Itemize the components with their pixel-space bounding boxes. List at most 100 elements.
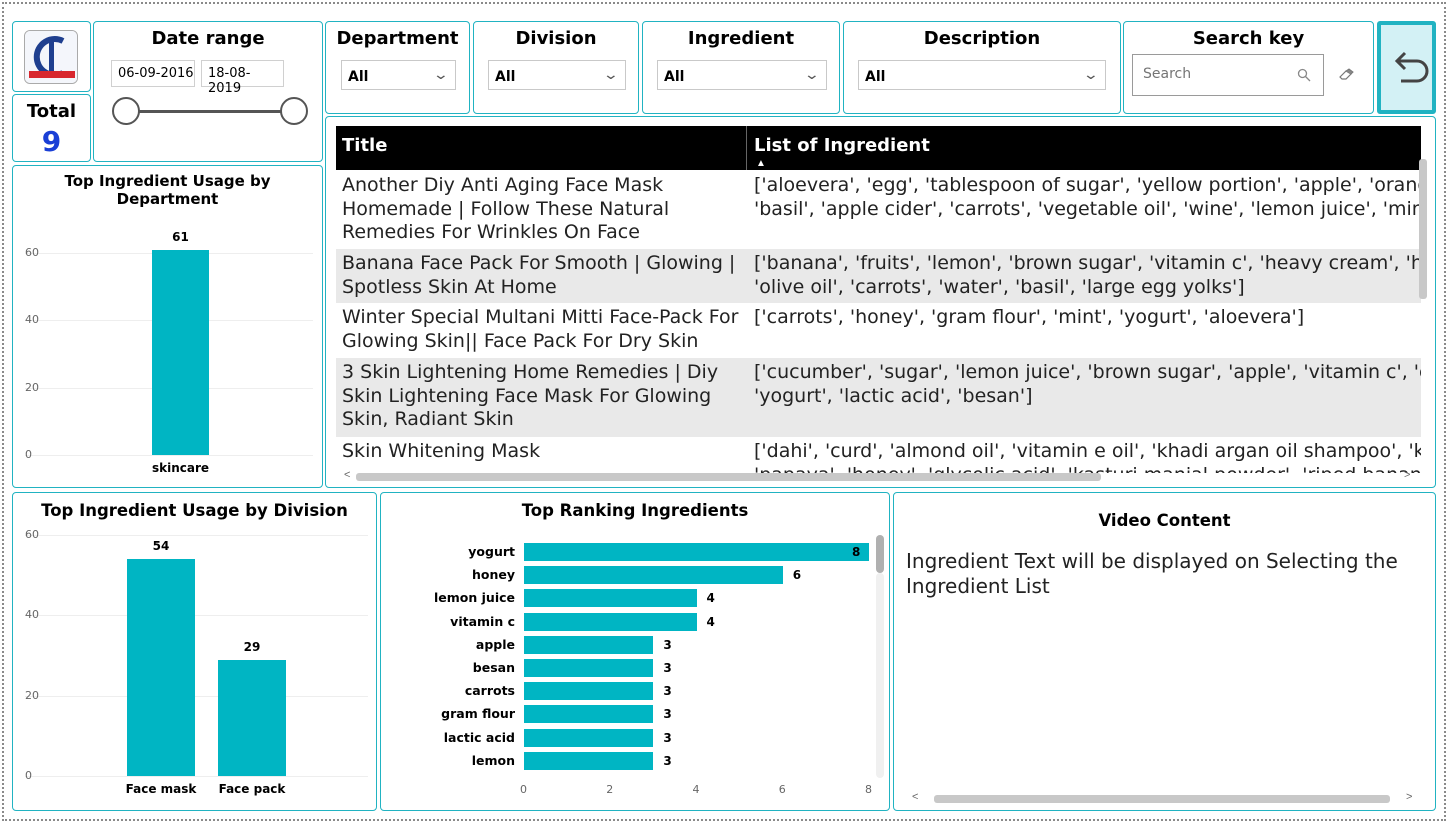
bar [524, 751, 654, 770]
y-tick-label: apple [475, 636, 515, 652]
y-gridline [25, 695, 368, 697]
bar [524, 566, 783, 585]
data-label: 3 [663, 684, 672, 699]
row-ingredients: ['cucumber', 'sugar', 'lemon juice', 'br… [754, 361, 1421, 407]
search-key-label: Search key [1192, 28, 1305, 49]
date-slider-start-handle[interactable] [112, 97, 140, 125]
data-label: 8 [852, 545, 861, 559]
total-card: Total 9 [12, 94, 91, 162]
table-row[interactable]: Another Diy Anti Aging Face Mask Homemad… [336, 171, 1421, 249]
x-tick-label: Face pack [218, 782, 286, 796]
ingredient-dropdown[interactable]: All ⌄ [657, 60, 827, 90]
bar [524, 635, 654, 654]
bar [127, 559, 195, 776]
scroll-right-icon[interactable]: > [1404, 469, 1411, 481]
undo-arrow-icon [1394, 51, 1429, 83]
eraser-icon[interactable] [1338, 68, 1354, 80]
department-chart-title: Top Ingredient Usage by Department [64, 172, 271, 208]
search-box [1132, 54, 1324, 96]
row-ingredients: ['aloevera', 'egg', 'tablespoon of sugar… [754, 174, 1421, 220]
department-filter-label: Department [336, 28, 459, 49]
bar [524, 659, 654, 677]
sort-ascending-icon: ▲ [756, 158, 766, 169]
video-horizontal-scrollbar[interactable] [934, 795, 1390, 803]
department-chart-card: Top Ingredient Usage by Department 0 20 40… [12, 165, 323, 488]
y-tick-label: 20 [25, 380, 39, 394]
division-chart-plot: 0 20 40 60 54 Face mask 29 Face pack [13, 493, 378, 812]
date-slider-end-handle[interactable] [280, 97, 308, 125]
y-tick-label: honey [471, 567, 515, 583]
data-label: 3 [663, 661, 672, 675]
date-start-input[interactable]: 06-09-2016 [111, 60, 195, 87]
column-header-title[interactable]: Title [342, 135, 388, 156]
search-icon[interactable] [1297, 68, 1311, 82]
recipes-table-card: Title List of Ingredient ▲ Another Diy A… [325, 116, 1436, 488]
description-filter-card: Description All ⌄ [843, 21, 1121, 114]
ranking-chart-scrollbar[interactable] [876, 535, 884, 573]
bar [524, 705, 654, 724]
ingredient-dropdown-value: All [664, 69, 685, 85]
total-value: 9 [41, 125, 62, 158]
y-tick-label: 60 [25, 528, 39, 541]
division-chart-title: Top Ingredient Usage by Division [41, 501, 348, 520]
division-filter-label: Division [515, 28, 597, 49]
x-tick-label: 0 [520, 783, 527, 796]
chevron-down-icon: ⌄ [1082, 67, 1100, 83]
total-label: Total [26, 101, 77, 122]
y-gridline [25, 535, 368, 536]
scroll-left-icon[interactable]: < [912, 791, 919, 803]
x-tick-label: Face mask [125, 782, 197, 796]
data-label: 3 [663, 637, 672, 652]
scroll-left-icon[interactable]: < [344, 469, 351, 481]
date-end-input[interactable]: 18-08-2019 [201, 60, 284, 96]
x-tick-label: 8 [865, 783, 872, 796]
description-dropdown-value: All [865, 69, 886, 85]
y-tick-label: lactic acid [443, 729, 515, 745]
scroll-right-icon[interactable]: > [1406, 791, 1413, 803]
data-label: 3 [663, 707, 672, 722]
data-label: 3 [663, 730, 672, 745]
row-ingredients: ['carrots', 'honey', 'gram flour', 'mint… [754, 306, 1305, 328]
video-content-text: Ingredient Text will be displayed on Sel… [906, 549, 1398, 598]
description-dropdown[interactable]: All ⌄ [858, 60, 1106, 90]
y-tick-label: 40 [25, 313, 39, 327]
search-card: Search key [1123, 21, 1374, 114]
table-vertical-scrollbar[interactable] [1419, 159, 1427, 299]
table-row[interactable]: 3 Skin Lightening Home Remedies | Diy Sk… [336, 358, 1421, 437]
ranking-chart-scroll-track [876, 573, 884, 778]
table-row[interactable]: Winter Special Multani Mitti Face-Pack F… [336, 303, 1421, 358]
logo-card [12, 21, 91, 92]
division-dropdown[interactable]: All ⌄ [488, 60, 626, 90]
y-gridline [25, 455, 313, 456]
table-horizontal-scrollbar[interactable] [356, 473, 1101, 481]
company-logo [24, 30, 78, 84]
x-tick-label: 6 [778, 783, 786, 796]
division-chart-card: Top Ingredient Usage by Division 0 20 40 60… [12, 492, 377, 811]
bar [524, 612, 697, 631]
data-label: 6 [792, 568, 802, 583]
y-tick-label: gram flour [441, 706, 515, 722]
search-input[interactable] [1143, 66, 1283, 82]
chevron-down-icon: ⌄ [432, 67, 450, 83]
division-dropdown-value: All [495, 69, 516, 85]
back-button[interactable] [1377, 21, 1436, 114]
table-row[interactable]: Skin Whitening Mask ['dahi', 'curd', 'al… [336, 437, 1421, 473]
y-tick-label: 20 [25, 688, 39, 702]
table-row[interactable]: Banana Face Pack For Smooth | Glowing | … [336, 249, 1421, 303]
y-tick-label: 60 [25, 245, 39, 259]
date-slider-track [124, 110, 294, 113]
table-body: Another Diy Anti Aging Face Mask Homemad… [336, 171, 1421, 473]
y-tick-label: vitamin c [450, 613, 515, 629]
bar [524, 728, 654, 747]
row-ingredients: ['banana', 'fruits', 'lemon', 'brown sug… [754, 252, 1421, 298]
bar [152, 249, 209, 455]
column-divider [746, 126, 747, 170]
column-header-ingredients[interactable]: List of Ingredient [754, 135, 930, 156]
data-label: 61 [172, 229, 189, 244]
data-label: 29 [243, 639, 261, 654]
ranking-chart-plot: 0 2 4 6 8 yogurt 8 honey 6 lemon juice 4 vitamin c 4… [381, 493, 891, 812]
department-dropdown[interactable]: All ⌄ [341, 60, 456, 90]
video-content-card: Video Content Ingredient Text will be di… [893, 492, 1436, 811]
video-content-title: Video Content [1098, 511, 1231, 530]
